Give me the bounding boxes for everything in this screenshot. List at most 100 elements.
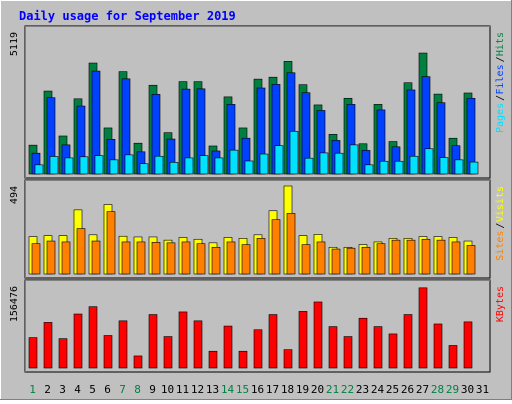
bar-kbytes-day-23 <box>358 317 368 369</box>
legend-pages: Pages <box>495 103 506 133</box>
day-label-18: 18 <box>281 383 294 396</box>
bar-kbytes-day-28 <box>433 323 443 369</box>
bar-kbytes-day-18 <box>283 349 293 369</box>
bar-pages-day-29 <box>454 159 464 175</box>
day-label-25: 25 <box>386 383 399 396</box>
day-label-4: 4 <box>74 383 81 396</box>
bar-kbytes-day-17 <box>268 314 278 369</box>
day-label-20: 20 <box>311 383 324 396</box>
bar-sites-day-18 <box>286 213 296 275</box>
bar-kbytes-day-6 <box>103 335 113 369</box>
bar-sites-day-19 <box>301 244 311 275</box>
day-label-5: 5 <box>89 383 96 396</box>
bar-kbytes-day-1 <box>28 337 38 369</box>
bar-pages-day-30 <box>469 161 479 175</box>
day-label-26: 26 <box>401 383 414 396</box>
bar-kbytes-day-4 <box>73 313 83 369</box>
day-label-1: 1 <box>29 383 36 396</box>
day-label-15: 15 <box>236 383 249 396</box>
day-label-13: 13 <box>206 383 219 396</box>
bar-pages-day-1 <box>34 164 44 175</box>
bar-sites-day-7 <box>121 241 131 275</box>
bar-kbytes-day-15 <box>238 350 248 369</box>
bar-kbytes-day-21 <box>328 326 338 369</box>
bar-kbytes-day-25 <box>388 333 398 369</box>
day-label-23: 23 <box>356 383 369 396</box>
bar-sites-day-11 <box>181 241 191 275</box>
bar-kbytes-day-16 <box>253 329 263 369</box>
day-label-7: 7 <box>119 383 126 396</box>
day-label-28: 28 <box>431 383 444 396</box>
bar-kbytes-day-30 <box>463 321 473 369</box>
bar-kbytes-day-27 <box>418 287 428 369</box>
bar-kbytes-day-2 <box>43 322 53 369</box>
bar-pages-day-16 <box>259 153 269 175</box>
bar-sites-day-26 <box>406 239 416 275</box>
bar-sites-day-28 <box>436 239 446 275</box>
legend-sites: Sites <box>495 231 506 261</box>
bar-kbytes-day-20 <box>313 301 323 369</box>
day-label-12: 12 <box>191 383 204 396</box>
bar-kbytes-day-29 <box>448 345 458 369</box>
bar-sites-day-17 <box>271 219 281 275</box>
bar-sites-day-23 <box>361 246 371 275</box>
bar-pages-day-8 <box>139 163 149 175</box>
day-label-6: 6 <box>104 383 111 396</box>
bar-pages-day-21 <box>334 152 344 175</box>
bar-sites-day-4 <box>76 228 86 275</box>
bar-pages-day-15 <box>244 160 254 175</box>
bar-kbytes-day-26 <box>403 314 413 369</box>
day-label-21: 21 <box>326 383 339 396</box>
bar-sites-day-10 <box>166 242 176 275</box>
bar-sites-day-8 <box>136 241 146 275</box>
bar-pages-day-23 <box>364 164 374 175</box>
day-label-19: 19 <box>296 383 309 396</box>
bar-pages-day-24 <box>379 160 389 175</box>
bar-kbytes-day-22 <box>343 336 353 369</box>
legend-kbytes: KBytes <box>495 286 506 322</box>
legend-separator: / <box>495 95 506 101</box>
bar-kbytes-day-24 <box>373 326 383 369</box>
bar-pages-day-28 <box>439 157 449 175</box>
day-label-2: 2 <box>44 383 51 396</box>
bar-pages-day-20 <box>319 152 329 175</box>
bar-sites-day-14 <box>226 241 236 275</box>
bar-kbytes-day-9 <box>148 314 158 369</box>
bar-sites-day-3 <box>61 241 71 275</box>
bar-pages-day-5 <box>94 155 104 175</box>
day-label-22: 22 <box>341 383 354 396</box>
day-label-11: 11 <box>176 383 189 396</box>
bar-pages-day-22 <box>349 144 359 175</box>
bar-pages-day-7 <box>124 154 134 175</box>
bar-pages-day-10 <box>169 162 179 175</box>
legend-visits: Visits <box>495 186 506 222</box>
day-label-27: 27 <box>416 383 429 396</box>
bar-sites-day-25 <box>391 239 401 275</box>
bar-pages-day-18 <box>289 130 299 175</box>
bar-kbytes-day-8 <box>133 355 143 369</box>
bar-sites-day-1 <box>31 243 41 275</box>
bar-kbytes-day-12 <box>193 320 203 369</box>
bar-sites-day-2 <box>46 240 56 275</box>
bar-sites-day-22 <box>346 247 356 275</box>
bar-pages-day-12 <box>199 155 209 175</box>
bar-kbytes-day-7 <box>118 320 128 369</box>
day-label-9: 9 <box>149 383 156 396</box>
day-label-8: 8 <box>134 383 141 396</box>
bar-kbytes-day-3 <box>58 338 68 369</box>
bar-kbytes-day-5 <box>88 306 98 369</box>
bar-pages-day-2 <box>49 156 59 175</box>
bar-sites-day-27 <box>421 238 431 275</box>
bar-pages-day-14 <box>229 149 239 175</box>
bar-sites-day-6 <box>106 211 116 275</box>
bar-sites-day-13 <box>211 246 221 275</box>
bar-pages-day-25 <box>394 160 404 175</box>
bar-kbytes-day-19 <box>298 311 308 369</box>
bar-kbytes-day-14 <box>223 325 233 369</box>
day-label-16: 16 <box>251 383 264 396</box>
bar-sites-day-9 <box>151 241 161 275</box>
max-label-visits-sites: 494 <box>9 186 20 204</box>
max-label-hits-files-pages: 5119 <box>9 32 20 56</box>
max-label-kbytes: 156476 <box>9 286 20 322</box>
